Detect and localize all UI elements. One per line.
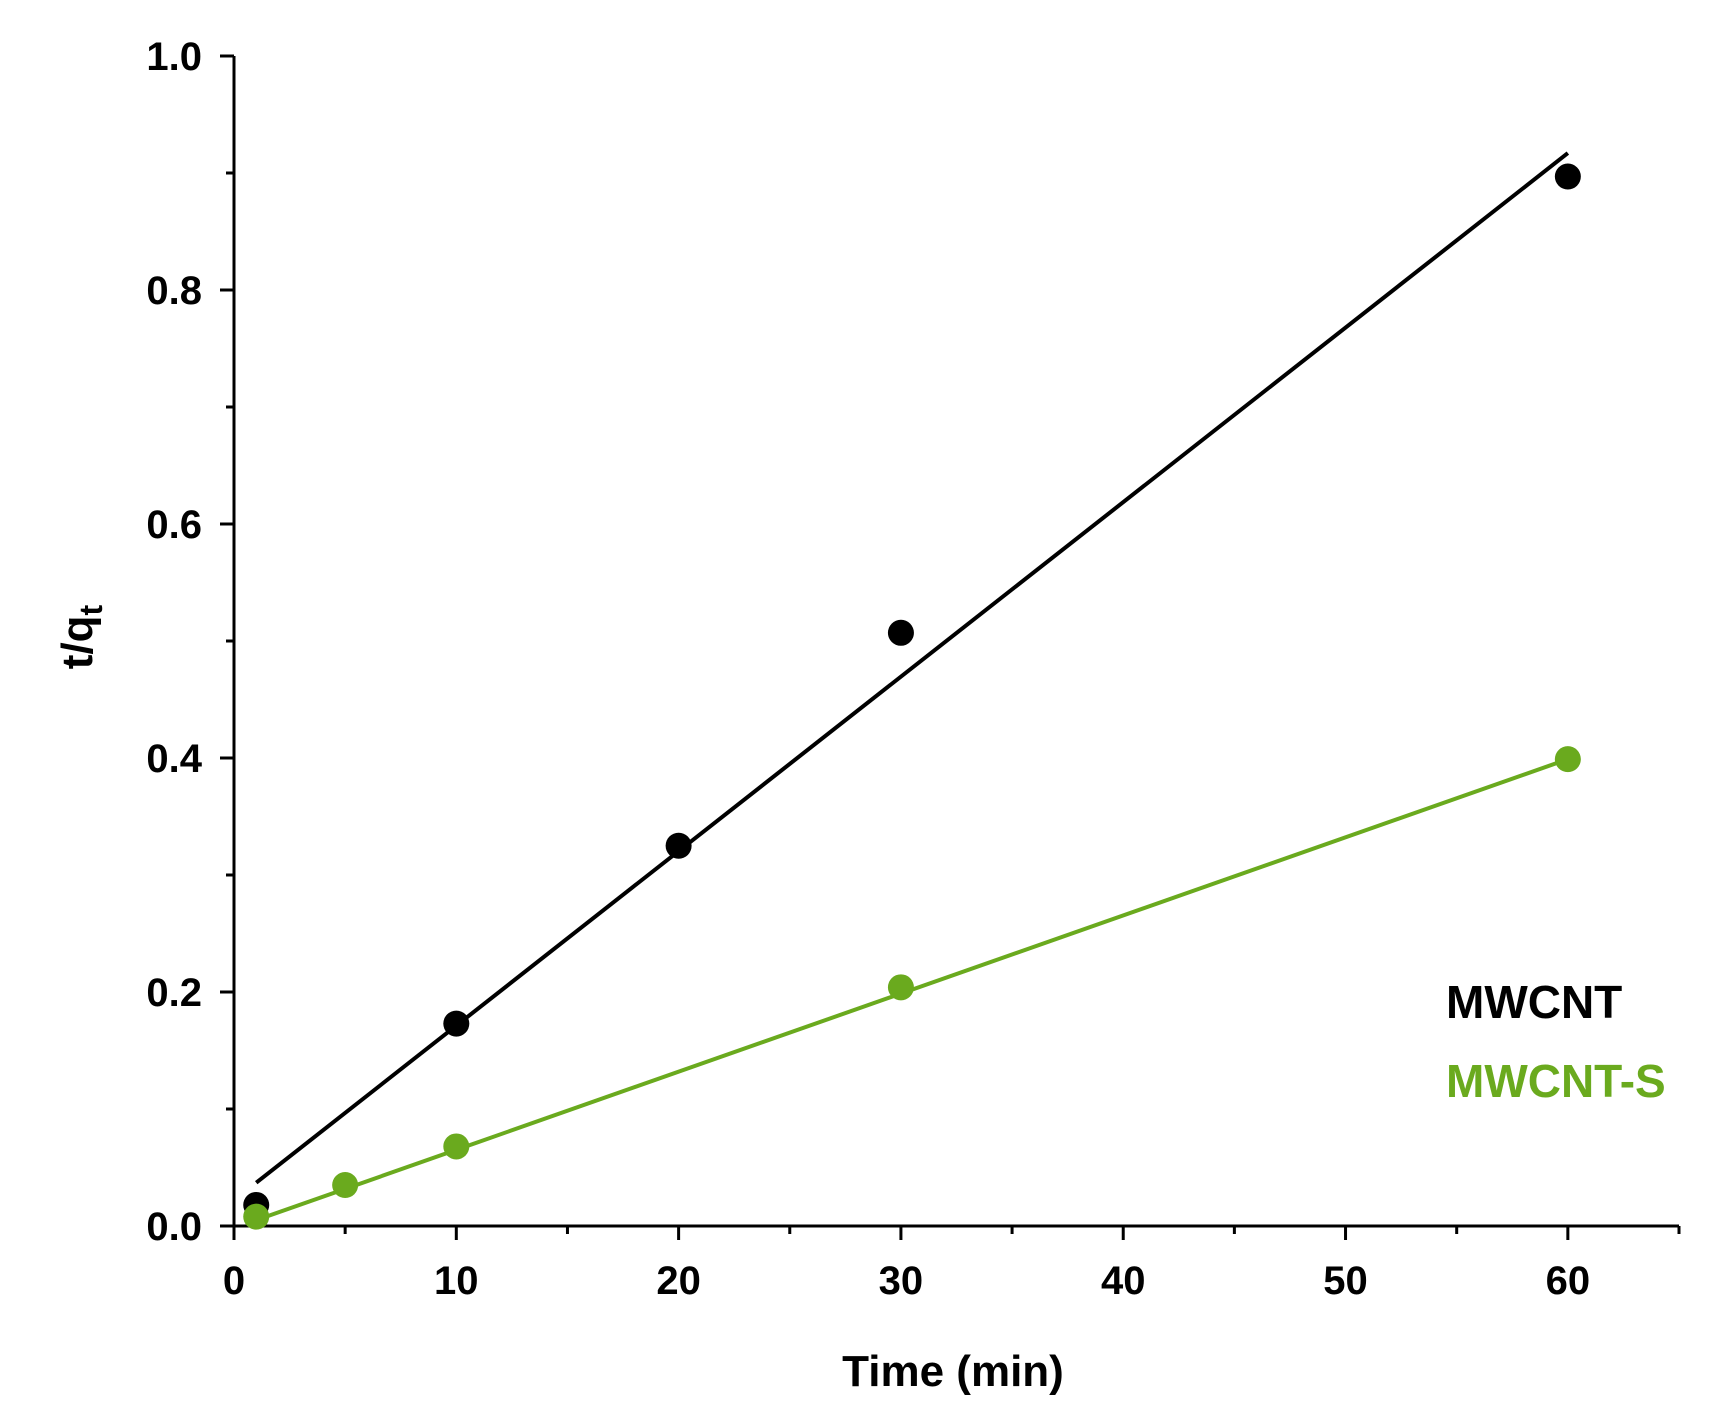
data-point-mwcnt-s — [443, 1133, 470, 1160]
data-point-mwcnt-s — [243, 1203, 270, 1230]
data-point-mwcnt — [1554, 163, 1581, 190]
legend-label-mwcnt-s: MWCNT-S — [1446, 1055, 1666, 1107]
data-point-mwcnt — [887, 619, 914, 646]
data-points — [243, 163, 1581, 1230]
legend-label-mwcnt: MWCNT — [1446, 976, 1622, 1028]
x-tick-label: 40 — [1101, 1259, 1146, 1303]
y-tick-label: 0.6 — [146, 503, 202, 547]
axes: 0 10 20 30 40 50 60 0.0 0.2 0.4 0.6 0.8 1.0 — [146, 35, 1681, 1303]
fit-line-mwcnt — [254, 151, 1570, 1185]
y-axis-title: t/qt — [53, 604, 109, 669]
y-tick-label: 0.0 — [146, 1205, 202, 1249]
data-point-mwcnt-s — [1554, 746, 1581, 773]
x-tick-label: 20 — [656, 1259, 701, 1303]
data-point-mwcnt — [665, 832, 692, 859]
x-axis-title: Time (min) — [842, 1347, 1064, 1396]
y-tick-label: 1.0 — [146, 35, 202, 79]
data-point-mwcnt-s — [887, 974, 914, 1001]
y-tick-label: 0.8 — [146, 269, 202, 313]
data-point-mwcnt-s — [332, 1172, 359, 1199]
y-tick-label: 0.4 — [146, 737, 202, 781]
fit-lines — [254, 151, 1570, 1223]
y-tick-label: 0.2 — [146, 971, 202, 1015]
x-tick-label: 10 — [434, 1259, 479, 1303]
x-tick-label: 30 — [879, 1259, 924, 1303]
x-tick-label: 0 — [223, 1259, 245, 1303]
x-tick-label: 50 — [1323, 1259, 1368, 1303]
x-tick-label: 60 — [1546, 1259, 1591, 1303]
data-point-mwcnt — [443, 1010, 470, 1037]
